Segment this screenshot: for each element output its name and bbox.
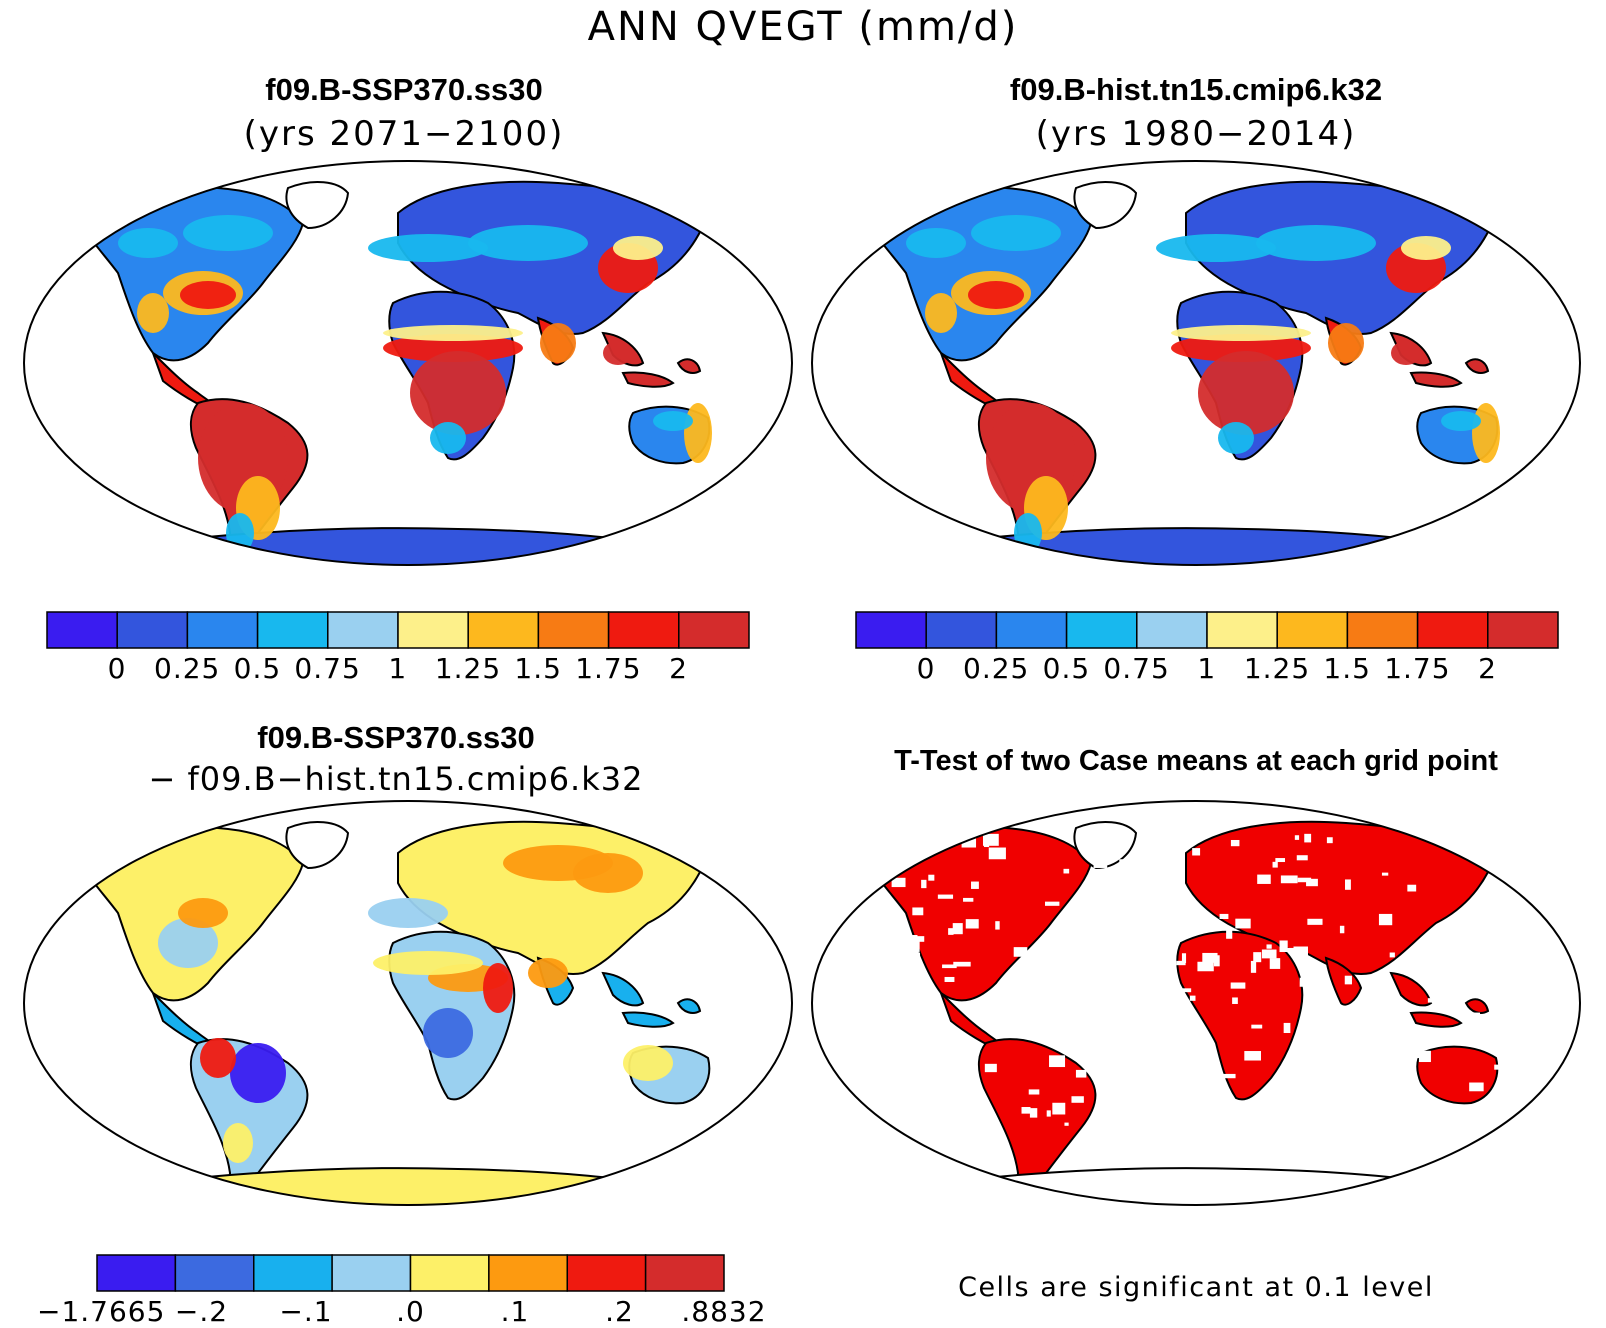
colorbar-ssp-swatch	[46, 611, 118, 649]
colorbar-ssp-tick-label: 0.25	[154, 652, 221, 685]
panel-hist-map-border	[811, 160, 1581, 566]
colorbar-diff	[96, 1254, 725, 1292]
colorbar-ssp-tick-label: 0.5	[233, 652, 282, 685]
panel-ttest-title: T-Test of two Case means at each grid po…	[894, 745, 1498, 777]
colorbar-hist-swatch	[1065, 611, 1138, 649]
colorbar-hist-tick-label: 0.75	[1103, 652, 1170, 685]
colorbar-hist-tick-label: 0.5	[1042, 652, 1091, 685]
colorbar-hist-tick-label: 1	[1197, 652, 1217, 685]
colorbar-hist-swatch	[1416, 611, 1489, 649]
ttest-note: Cells are significant at 0.1 level	[958, 1272, 1434, 1303]
colorbar-diff-tick-label: .2	[605, 1295, 634, 1328]
colorbar-diff-swatch	[331, 1254, 412, 1292]
colorbar-hist-swatch	[1487, 611, 1559, 649]
colorbar-ssp-tick-label: 0.75	[294, 652, 361, 685]
colorbar-ssp-tick-label: 1.25	[434, 652, 502, 685]
panel-ssp-subtitle: (yrs 2071−2100)	[243, 114, 565, 154]
main-title: ANN QVEGT (mm/d)	[587, 4, 1019, 50]
colorbar-hist-tick-label: 1.5	[1323, 652, 1371, 685]
colorbar-ssp-swatch	[327, 611, 399, 649]
colorbar-diff-swatch	[644, 1254, 725, 1292]
colorbar-diff-swatch	[488, 1254, 568, 1292]
colorbar-hist-tick-label: 0.25	[963, 652, 1030, 685]
colorbar-ssp-tick-label: 1.75	[575, 652, 642, 685]
panel-ttest-map	[865, 820, 1514, 1205]
panel-hist-title: f09.B-hist.tn15.cmip6.k32	[1009, 72, 1383, 107]
colorbar-hist-tick-label: 0	[916, 652, 936, 685]
colorbar-ssp-tick-label: 2	[669, 652, 688, 685]
colorbar-diff-swatch	[409, 1254, 490, 1292]
colorbar-hist-swatch	[1206, 611, 1278, 649]
colorbar-ssp-swatch	[467, 611, 540, 649]
panel-ssp-title: f09.B-SSP370.ss30	[265, 72, 543, 107]
panel-ssp-map	[77, 180, 712, 565]
colorbar-ssp-tick-label: 1	[388, 652, 408, 685]
panel-ssp-map-border	[23, 160, 793, 566]
colorbar-hist-swatch	[855, 611, 927, 649]
colorbar-hist-tick-label: 1.25	[1243, 652, 1311, 685]
colorbar-ssp-swatch	[678, 611, 750, 649]
colorbar-ssp-swatch	[116, 611, 189, 649]
colorbar-diff-swatch	[174, 1254, 255, 1292]
colorbar-diff-tick-label: −1.7665	[37, 1295, 166, 1328]
colorbar-hist	[855, 611, 1559, 649]
colorbar-diff-swatch	[253, 1254, 333, 1292]
colorbar-ssp-swatch	[537, 611, 610, 649]
colorbar-diff-swatch	[96, 1254, 177, 1292]
colorbar-diff-tick-label: −.1	[279, 1295, 333, 1328]
colorbar-ssp-swatch	[607, 611, 680, 649]
colorbar-hist-swatch	[1136, 611, 1208, 649]
panel-ttest-map-border	[811, 800, 1581, 1206]
colorbar-hist-tick-label: 2	[1478, 652, 1497, 685]
colorbar-ssp-swatch	[397, 611, 469, 649]
colorbar-diff-swatch	[566, 1254, 647, 1292]
colorbar-ssp-tick-label: 1.5	[514, 652, 562, 685]
panel-diff-title: f09.B-SSP370.ss30	[257, 720, 535, 755]
colorbar-hist-swatch	[925, 611, 998, 649]
colorbar-diff-tick-label: .1	[500, 1295, 530, 1328]
colorbar-diff-tick-label: .0	[396, 1295, 425, 1328]
panel-hist-subtitle: (yrs 1980−2014)	[1035, 114, 1357, 154]
colorbar-diff-tick-label: −.2	[174, 1295, 229, 1328]
colorbar-ssp-swatch	[256, 611, 329, 649]
colorbar-hist-swatch	[995, 611, 1068, 649]
colorbar-ssp	[46, 611, 750, 649]
panel-hist-map	[865, 180, 1500, 565]
colorbar-hist-tick-label: 1.75	[1384, 652, 1451, 685]
colorbar-hist-swatch	[1276, 611, 1349, 649]
panel-diff-map	[77, 820, 711, 1205]
colorbar-diff-tick-label: .8832	[681, 1295, 767, 1328]
colorbar-hist-swatch	[1346, 611, 1419, 649]
colorbar-ssp-tick-label: 0	[107, 652, 127, 685]
panel-diff-map-border	[23, 800, 793, 1206]
panel-diff-subtitle: − f09.B−hist.tn15.cmip6.k32	[148, 760, 644, 798]
colorbar-ssp-swatch	[186, 611, 259, 649]
